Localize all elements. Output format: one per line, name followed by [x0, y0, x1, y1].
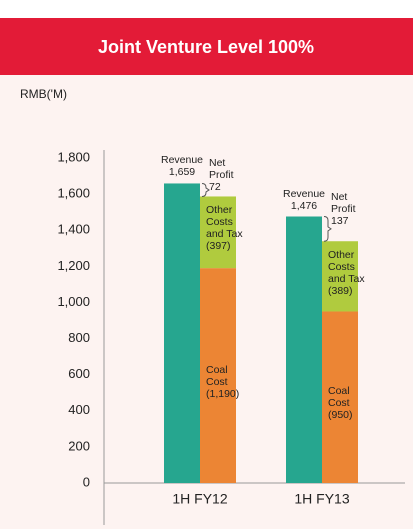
- y-tick-label: 800: [68, 330, 90, 345]
- segment-label-part: Coal Cost: [206, 363, 228, 388]
- net-profit-brace: [201, 182, 210, 197]
- stacked-segment: [200, 196, 236, 269]
- segment-label: Coal Cost (950): [328, 385, 374, 421]
- y-tick-label: 1,200: [57, 258, 90, 273]
- bar: [164, 183, 200, 484]
- net-profit-brace: [323, 216, 332, 242]
- segment-label-part: (389): [328, 285, 353, 298]
- y-axis-label: RMB('M): [20, 87, 67, 101]
- segment-label-part: Other Costs and Tax: [206, 204, 243, 241]
- segment-label: Coal Cost (1,190): [206, 364, 252, 400]
- segment-label-part: (950): [328, 409, 353, 422]
- bar: [286, 216, 322, 483]
- segment-label-part: (397): [206, 240, 231, 253]
- chart-title: Joint Venture Level 100%: [98, 37, 314, 57]
- y-tick-label: 1,800: [57, 149, 90, 164]
- segment-label-part: (1,190): [206, 387, 240, 400]
- y-tick-label: 1,600: [57, 186, 90, 201]
- revenue-label: Revenue: [274, 188, 334, 200]
- revenue-label-part: Revenue: [160, 154, 204, 167]
- net-profit-label-part: Net Profit: [209, 157, 234, 182]
- revenue-value: 1,659: [152, 166, 212, 178]
- y-tick-label: 400: [68, 402, 90, 417]
- stacked-segment: [322, 311, 358, 483]
- segment-label: Other Costs and Tax (397): [206, 204, 252, 252]
- stacked-segment: [322, 241, 358, 312]
- segment-label-part: Other Costs and Tax: [328, 249, 365, 286]
- revenue-value-part: 1,476: [290, 199, 318, 212]
- net-profit-label: Net Profit 72: [209, 157, 239, 193]
- segment-label-part: Coal Cost: [328, 385, 350, 410]
- revenue-label: Revenue: [152, 154, 212, 166]
- y-tick-label: 1,000: [57, 294, 90, 309]
- net-profit-label-part: 137: [331, 214, 349, 227]
- y-tick-label: 1,400: [57, 222, 90, 237]
- x-tick-label: 1H FY13: [294, 491, 349, 507]
- y-tick-label: 600: [68, 366, 90, 381]
- x-tick-label: 1H FY12: [172, 491, 227, 507]
- stacked-segment: [200, 268, 236, 483]
- net-profit-label: Net Profit 137: [331, 191, 361, 227]
- y-tick-label: 200: [68, 438, 90, 453]
- net-profit-label-part: 72: [209, 181, 221, 194]
- revenue-label-part: Revenue: [282, 187, 326, 200]
- header-band: [0, 18, 413, 75]
- segment-label: Other Costs and Tax (389): [328, 249, 374, 297]
- net-profit-label-part: Net Profit: [331, 190, 356, 215]
- y-tick-label: 0: [83, 474, 90, 489]
- revenue-value: 1,476: [274, 200, 334, 212]
- revenue-value-part: 1,659: [168, 166, 196, 179]
